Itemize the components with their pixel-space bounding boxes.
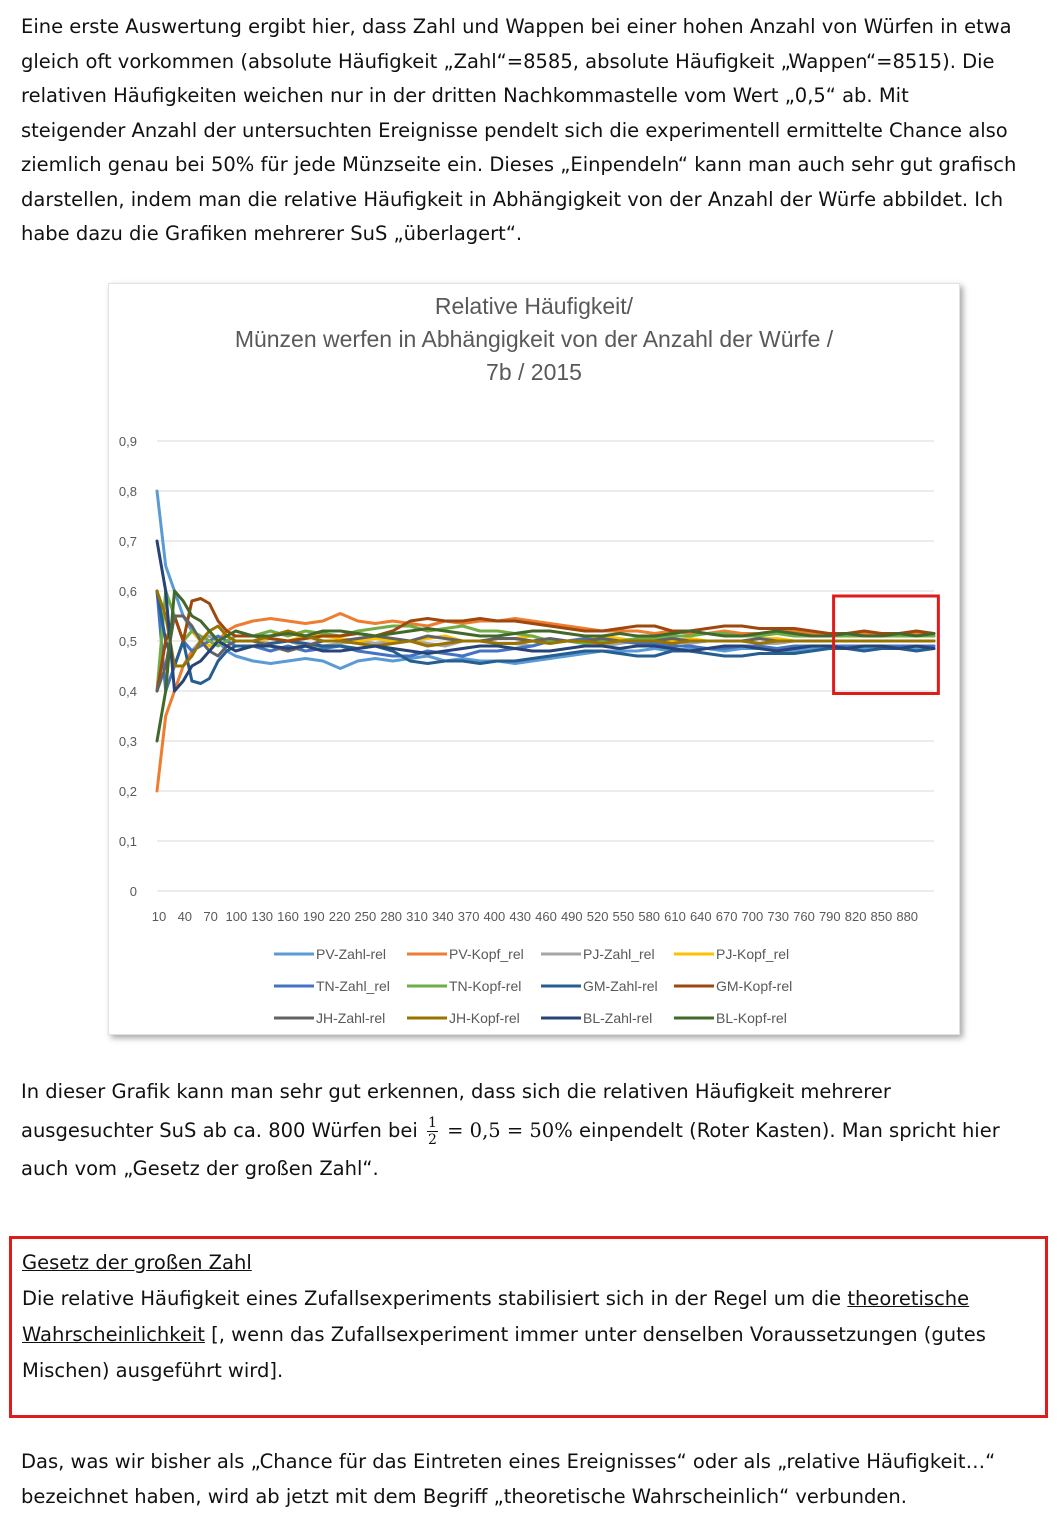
x-tick-label: 70 bbox=[203, 909, 217, 924]
legend-label: TN-Kopf-rel bbox=[449, 978, 521, 994]
series-line bbox=[155, 589, 936, 693]
definition-box: Gesetz der großen Zahl Die relative Häuf… bbox=[9, 1236, 1048, 1418]
chart-title-line: Münzen werfen in Abhängigkeit von der An… bbox=[234, 326, 834, 352]
fraction-numerator: 1 bbox=[427, 1114, 438, 1132]
definition-text-part: [, wenn das Zufallsexperiment immer unte… bbox=[22, 1323, 986, 1382]
x-tick-label: 160 bbox=[277, 909, 299, 924]
x-tick-label: 850 bbox=[871, 909, 893, 924]
highlight-box bbox=[832, 594, 940, 695]
x-tick-label: 340 bbox=[432, 909, 454, 924]
legend-label: PV-Kopf_rel bbox=[449, 946, 524, 962]
x-tick-label: 190 bbox=[303, 909, 325, 924]
series-line bbox=[155, 589, 936, 668]
x-tick-label: 250 bbox=[355, 909, 377, 924]
legend-label: GM-Zahl-rel bbox=[583, 978, 658, 994]
y-tick-label: 0,6 bbox=[119, 584, 137, 599]
x-tick-label: 880 bbox=[896, 909, 918, 924]
definition-term: theoretische bbox=[847, 1287, 970, 1310]
intro-line: habe dazu die Grafiken mehrerer SuS „übe… bbox=[21, 222, 523, 245]
x-tick-label: 370 bbox=[458, 909, 480, 924]
intro-line: Eine erste Auswertung ergibt hier, dass … bbox=[21, 15, 1012, 38]
x-tick-label: 490 bbox=[561, 909, 583, 924]
intro-line: ziemlich genau bei 50% für jede Münzseit… bbox=[21, 153, 1017, 176]
intro-line: darstellen, indem man die relative Häufi… bbox=[21, 187, 1004, 211]
chart-title: Relative Häufigkeit/ Münzen werfen in Ab… bbox=[109, 290, 959, 389]
intro-paragraph: Eine erste Auswertung ergibt hier, dass … bbox=[21, 10, 1056, 252]
legend-label: JH-Zahl-rel bbox=[316, 1010, 385, 1026]
x-tick-label: 310 bbox=[406, 909, 428, 924]
explanation-line: auch vom „Gesetz der großen Zahl“. bbox=[21, 1157, 379, 1180]
legend-label: BL-Kopf-rel bbox=[716, 1010, 787, 1026]
series-line bbox=[155, 539, 936, 693]
legend-label: TN-Zahl_rel bbox=[316, 978, 390, 994]
x-tick-label: 760 bbox=[793, 909, 815, 924]
explanation-paragraph: In dieser Grafik kann man sehr gut erken… bbox=[21, 1075, 1056, 1187]
legend-label: PV-Zahl-rel bbox=[316, 946, 386, 962]
x-tick-label: 730 bbox=[767, 909, 789, 924]
intro-line: steigender Anzahl der untersuchten Ereig… bbox=[21, 118, 1008, 142]
explanation-line: In dieser Grafik kann man sehr gut erken… bbox=[21, 1080, 891, 1103]
y-tick-label: 0 bbox=[130, 884, 137, 899]
legend-label: PJ-Zahl_rel bbox=[583, 946, 655, 962]
x-tick-label: 700 bbox=[742, 909, 764, 924]
series-line bbox=[155, 614, 936, 693]
legend-label: BL-Zahl-rel bbox=[583, 1010, 652, 1026]
y-tick-label: 0,3 bbox=[119, 734, 137, 749]
legend-label: PJ-Kopf_rel bbox=[716, 946, 789, 962]
x-tick-label: 220 bbox=[329, 909, 351, 924]
explanation-line-with-formula: ausgesuchter SuS ab ca. 800 Würfen bei 1… bbox=[21, 1114, 1056, 1149]
series-line bbox=[155, 589, 936, 668]
x-tick-label: 10 bbox=[152, 909, 166, 924]
y-tick-label: 0,1 bbox=[119, 834, 137, 849]
x-tick-label: 790 bbox=[819, 909, 841, 924]
closing-paragraph: Das, was wir bisher als „Chance für das … bbox=[21, 1444, 1056, 1514]
series-line bbox=[155, 589, 936, 685]
x-tick-label: 400 bbox=[484, 909, 506, 924]
y-tick-label: 0,2 bbox=[119, 784, 137, 799]
x-tick-label: 580 bbox=[638, 909, 660, 924]
x-tick-label: 100 bbox=[226, 909, 248, 924]
x-tick-label: 460 bbox=[535, 909, 557, 924]
x-tick-label: 640 bbox=[690, 909, 712, 924]
x-tick-label: 550 bbox=[613, 909, 635, 924]
y-tick-label: 0,5 bbox=[119, 634, 137, 649]
closing-line: bezeichnet haben, wird ab jetzt mit dem … bbox=[21, 1485, 907, 1508]
x-tick-label: 130 bbox=[251, 909, 273, 924]
legend-label: JH-Kopf-rel bbox=[449, 1010, 520, 1026]
chart-container: Relative Häufigkeit/ Münzen werfen in Ab… bbox=[108, 283, 960, 1035]
intro-line: relativen Häufigkeiten weichen nur in de… bbox=[21, 84, 909, 107]
explanation-text: einpendelt (Roter Kasten). Man spricht h… bbox=[572, 1118, 1000, 1142]
legend-label: GM-Kopf-rel bbox=[716, 978, 792, 994]
intro-line: gleich oft vorkommen (absolute Häufigkei… bbox=[21, 49, 995, 73]
chart-title-line: 7b / 2015 bbox=[486, 359, 582, 385]
y-tick-label: 0,7 bbox=[119, 534, 137, 549]
series-line bbox=[155, 597, 936, 693]
closing-line: Das, was wir bisher als „Chance für das … bbox=[21, 1450, 996, 1473]
fraction-denominator: 2 bbox=[428, 1131, 437, 1148]
series-line bbox=[155, 589, 936, 743]
series-line bbox=[155, 614, 936, 693]
x-tick-label: 610 bbox=[664, 909, 686, 924]
definition-content: Gesetz der großen Zahl Die relative Häuf… bbox=[22, 1245, 1032, 1389]
x-tick-label: 280 bbox=[380, 909, 402, 924]
definition-term: Wahrscheinlichkeit bbox=[22, 1323, 205, 1346]
y-tick-label: 0,8 bbox=[119, 484, 137, 499]
y-tick-label: 0,4 bbox=[119, 684, 137, 699]
formula-text: = 0,5 = 50% bbox=[440, 1118, 573, 1142]
x-tick-label: 820 bbox=[845, 909, 867, 924]
line-chart: 0 0,1 0,2 0,3 0,4 0,5 0,6 0,7 0,8 0,9 10 40 70 100 130… bbox=[119, 434, 940, 1026]
explanation-text: ausgesuchter SuS ab ca. 800 Würfen bei bbox=[21, 1118, 424, 1142]
definition-text-part: Die relative Häufigkeit eines Zufallsexp… bbox=[22, 1287, 848, 1310]
x-tick-label: 40 bbox=[178, 909, 192, 924]
definition-title: Gesetz der großen Zahl bbox=[22, 1251, 252, 1274]
definition-text: Die relative Häufigkeit eines Zufallsexp… bbox=[22, 1281, 1032, 1389]
x-tick-label: 430 bbox=[509, 909, 531, 924]
y-tick-label: 0,9 bbox=[119, 434, 137, 449]
x-tick-label: 670 bbox=[716, 909, 738, 924]
x-tick-label: 520 bbox=[587, 909, 609, 924]
chart-title-line: Relative Häufigkeit/ bbox=[434, 293, 634, 319]
